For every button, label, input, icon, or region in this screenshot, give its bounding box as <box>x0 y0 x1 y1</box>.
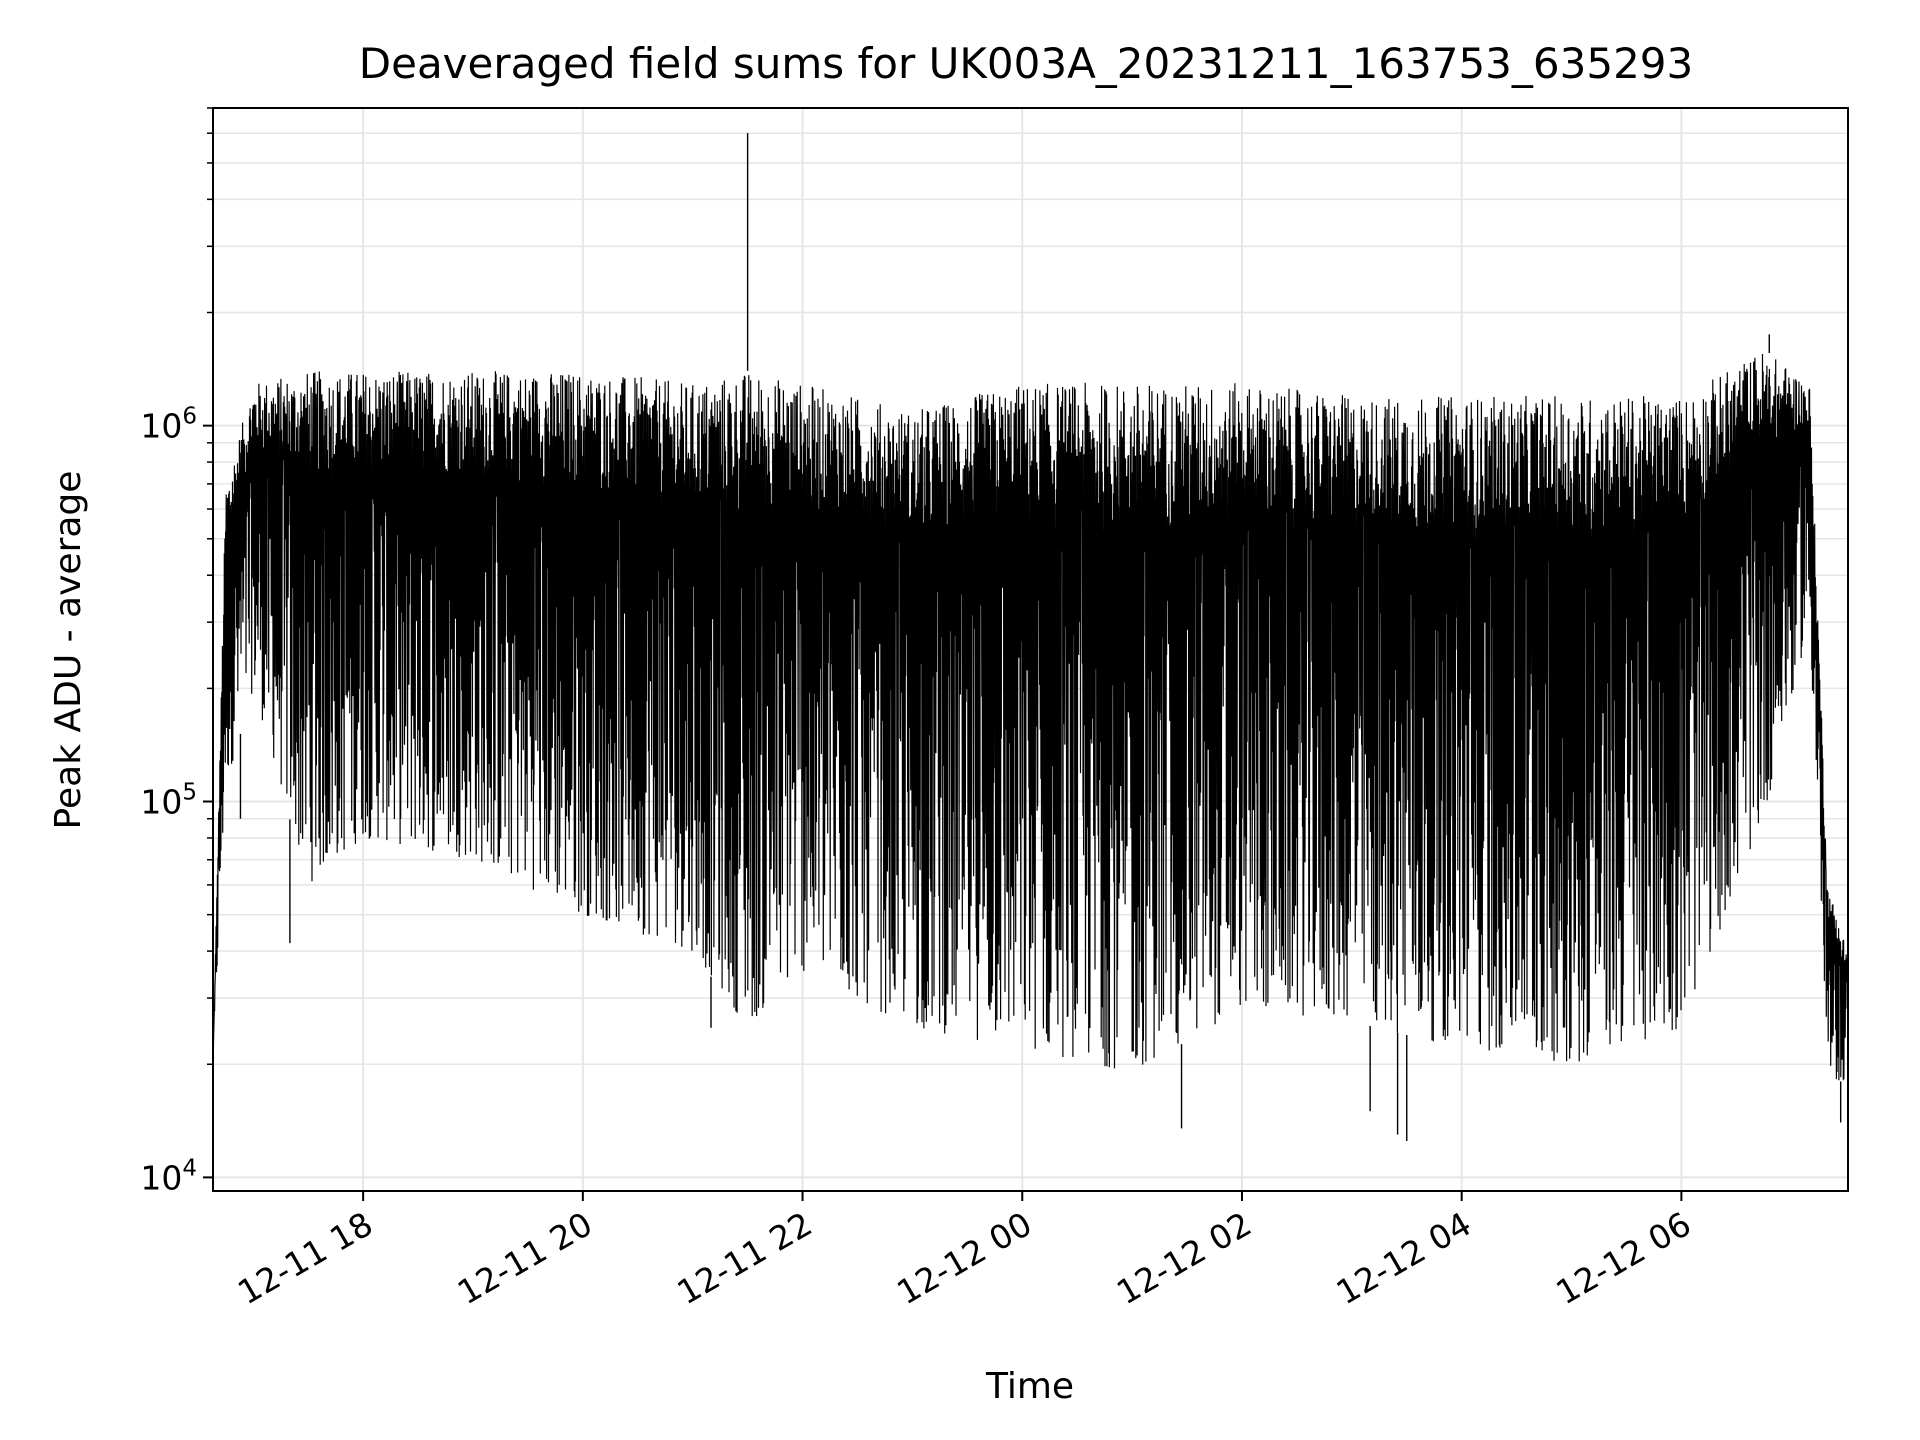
y-tick-exponent: 5 <box>182 780 197 806</box>
plot-frame <box>212 107 1849 1192</box>
y-tick-exponent: 4 <box>182 1155 197 1181</box>
y-tick-label: 105 <box>140 780 197 822</box>
chart-title: Deaveraged field sums for UK003A_2023121… <box>359 39 1693 88</box>
y-tick-base: 10 <box>140 783 182 822</box>
y-tick-exponent: 6 <box>182 404 197 430</box>
x-axis-label: Time <box>985 1366 1074 1407</box>
series-line <box>212 133 1849 1141</box>
series-polyline <box>212 353 1849 1081</box>
y-tick-label: 106 <box>140 404 197 446</box>
y-tick-base: 10 <box>140 1158 182 1197</box>
y-tick-label: 104 <box>140 1155 197 1197</box>
y-tick-base: 10 <box>140 407 182 446</box>
y-axis-label: Peak ADU - average <box>48 471 89 830</box>
